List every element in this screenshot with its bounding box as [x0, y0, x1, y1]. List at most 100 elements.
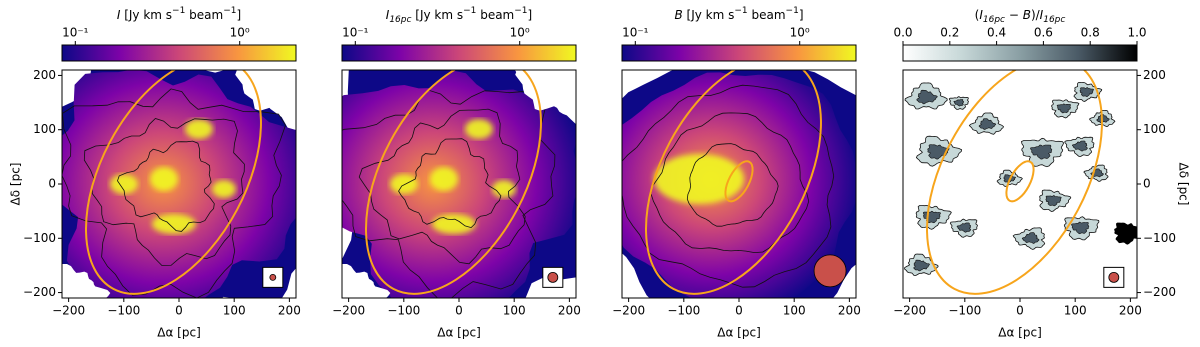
y-tick-label: −100	[1143, 231, 1176, 245]
colorbar-tick-label: 1.0	[1127, 26, 1146, 40]
galaxy-ellipse	[85, 70, 262, 295]
galaxy-ellipse	[645, 70, 822, 295]
y-tick-label: 0	[1143, 177, 1151, 191]
difference-core	[1096, 114, 1110, 123]
y-tick-label: 100	[1143, 122, 1166, 136]
x-tick-label: −100	[387, 304, 420, 318]
y-axis-label: Δδ [pc]	[1177, 163, 1191, 206]
contour	[358, 108, 526, 265]
colorbar-label: I [Jy km s−1 beam−1]	[117, 6, 241, 22]
label-part: −1	[786, 6, 799, 16]
difference-core	[1079, 87, 1094, 98]
label-part: [Jy km s	[120, 8, 172, 22]
label-part: beam	[476, 8, 514, 22]
x-tick-label: 0	[455, 304, 463, 318]
label-part: −1	[463, 6, 476, 16]
label-part: beam	[185, 8, 223, 22]
x-tick-label: 100	[503, 304, 526, 318]
beam	[547, 271, 559, 283]
contour	[398, 138, 502, 229]
difference-core	[927, 144, 950, 160]
label-part: )/	[1031, 8, 1041, 22]
y-axis-label: Δδ [pc]	[9, 163, 23, 206]
y-tick-label: 0	[48, 177, 56, 191]
x-tick-label: 100	[223, 304, 246, 318]
colorbar-tick-label: 0.4	[987, 26, 1006, 40]
beam	[813, 254, 847, 288]
difference-core	[916, 89, 938, 105]
colorbar-tick-label: 10⁻¹	[622, 26, 649, 40]
label-part: beam	[748, 8, 786, 22]
difference-core	[953, 99, 964, 107]
difference-core	[1030, 144, 1053, 160]
emission	[342, 70, 576, 298]
map	[342, 70, 576, 298]
bright-region	[152, 214, 196, 234]
inner-ellipse	[1005, 160, 1035, 203]
x-tick-label: 0	[735, 304, 743, 318]
bright-region	[110, 174, 138, 194]
x-tick-label: 100	[1064, 304, 1087, 318]
contour	[62, 88, 286, 298]
x-tick-label: 0	[175, 304, 183, 318]
colorbar-tick-label: 10⁰	[230, 26, 250, 40]
colorbar-tick-label: 0.6	[1034, 26, 1053, 40]
label-part: I	[979, 8, 983, 22]
panel: 0.0 0.2 0.4 0.6 0.8 1.0(I16pc − B)/I16pc−200−…	[893, 8, 1191, 340]
galaxy-ellipse	[365, 70, 542, 295]
x-tick-label: −200	[612, 304, 645, 318]
label-part: ]	[236, 8, 241, 22]
label-part: I	[1040, 8, 1044, 22]
label-part: −1	[172, 6, 185, 16]
colorbar	[902, 44, 1138, 62]
x-tick-label: −100	[948, 304, 981, 318]
y-tick-label: 200	[1143, 68, 1166, 82]
emission	[62, 70, 296, 298]
label-part: −1	[734, 6, 747, 16]
bright-region	[430, 167, 458, 191]
x-tick-label: 0	[1016, 304, 1024, 318]
colorbar	[341, 44, 577, 62]
colorbar-label: B [Jy km s−1 beam−1]	[675, 6, 804, 22]
colorbar-label: I16pc [Jy km s−1 beam−1]	[386, 6, 532, 25]
x-tick-label: −200	[893, 304, 926, 318]
galaxy-ellipse	[926, 70, 1103, 295]
bright-region	[390, 174, 418, 194]
x-axis-label: Δα [pc]	[717, 326, 761, 340]
difference-core	[1056, 103, 1071, 114]
x-axis-label: Δα [pc]	[437, 326, 481, 340]
colorbar-tick-label: 10⁰	[790, 26, 810, 40]
x-tick-label: 200	[278, 304, 301, 318]
colorbar-tick-label: 0.8	[1081, 26, 1100, 40]
label-part: −	[1005, 8, 1023, 22]
map	[62, 70, 296, 298]
difference-core	[1071, 221, 1090, 235]
difference-core	[978, 118, 997, 130]
map	[622, 70, 856, 298]
label-part: ]	[528, 8, 533, 22]
colorbar-tick-label: 10⁰	[510, 26, 530, 40]
label-part: 16pc	[389, 15, 411, 25]
y-tick-label: 200	[33, 68, 56, 82]
label-part: ]	[799, 8, 804, 22]
x-tick-label: −100	[667, 304, 700, 318]
x-axis-label: Δα [pc]	[998, 326, 1042, 340]
beam	[1108, 271, 1120, 283]
label-part: I	[117, 8, 121, 22]
y-tick-label: −200	[23, 285, 56, 299]
label-part: [Jy km s	[683, 8, 735, 22]
colorbar-tick-label: 0.0	[893, 26, 912, 40]
contour	[342, 89, 556, 298]
difference-core	[1021, 232, 1040, 244]
bright-region	[212, 180, 236, 198]
contour	[622, 84, 835, 288]
difference-edge	[1114, 222, 1137, 245]
label-part: −1	[514, 6, 527, 16]
difference-core	[1071, 140, 1088, 152]
x-axis-label: Δα [pc]	[157, 326, 201, 340]
colorbar	[621, 44, 857, 62]
blank-region	[62, 263, 111, 298]
label-part: 16pc	[1043, 15, 1065, 25]
